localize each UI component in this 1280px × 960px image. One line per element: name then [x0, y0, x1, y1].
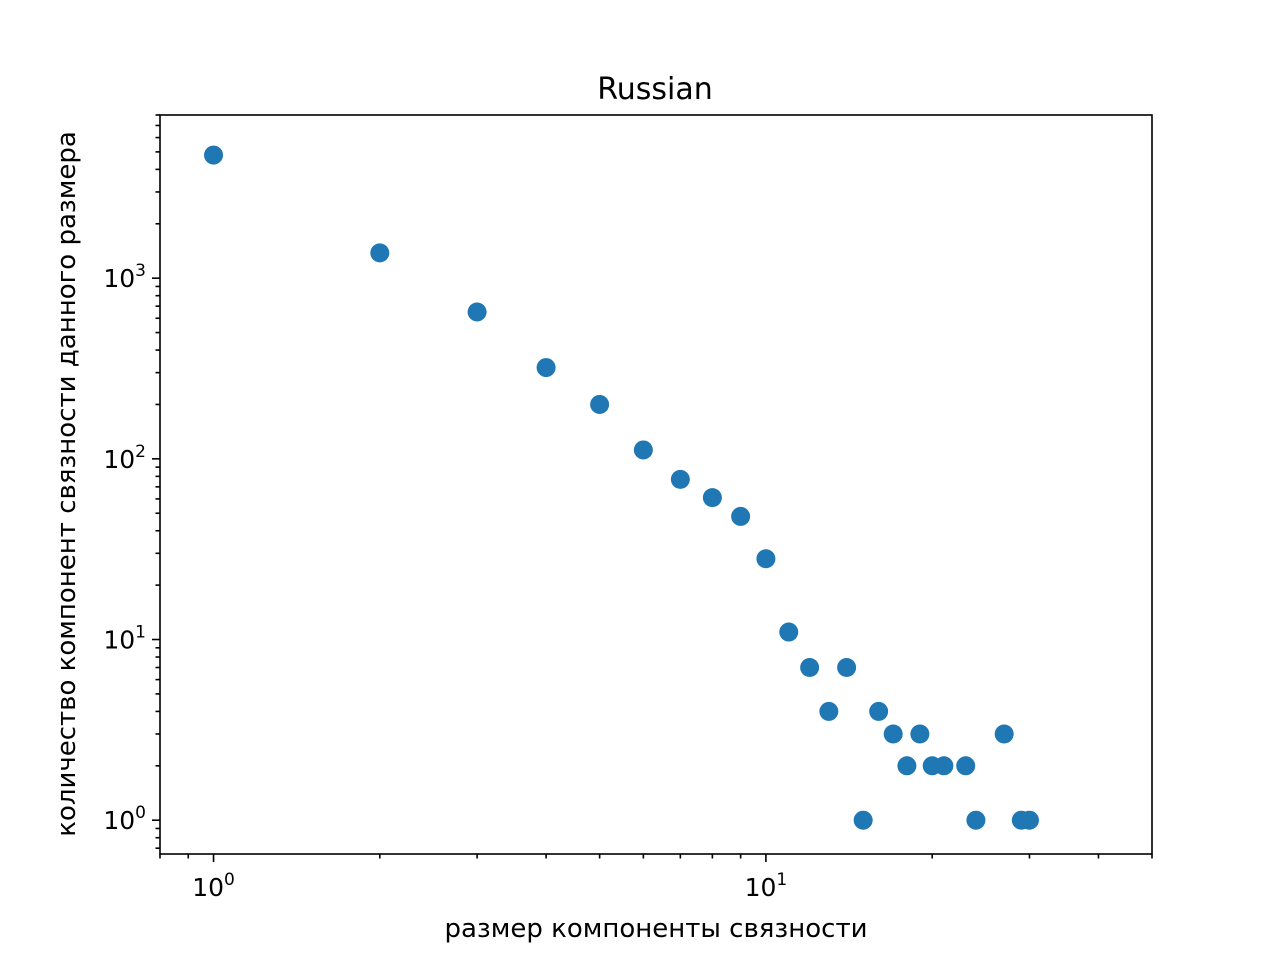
data-point	[966, 810, 986, 830]
data-point	[994, 724, 1014, 744]
y-tick-label: 102	[103, 442, 146, 474]
plot-area-frame	[159, 114, 1153, 855]
data-point	[956, 756, 976, 776]
data-point	[883, 724, 903, 744]
axis-ticks: 100 101 100 101 102 103	[103, 114, 1153, 902]
data-point	[897, 756, 917, 776]
x-tick-label: 100	[192, 870, 235, 902]
y-tick-label: 100	[103, 803, 146, 835]
data-point	[800, 658, 820, 678]
y-tick-label: 103	[103, 261, 146, 293]
data-point	[910, 724, 930, 744]
data-point	[837, 658, 857, 678]
data-point	[467, 302, 487, 322]
chart-title: Russian	[597, 72, 713, 107]
data-point	[853, 810, 873, 830]
data-point	[204, 145, 224, 165]
data-point	[934, 756, 954, 776]
data-point	[670, 469, 690, 489]
data-point	[779, 622, 799, 642]
y-tick-label: 101	[103, 623, 146, 655]
data-points	[204, 145, 1039, 830]
data-point	[633, 440, 653, 460]
data-point	[756, 549, 776, 569]
y-axis-label: количество компонент связности данного р…	[52, 131, 82, 837]
data-point	[869, 701, 889, 721]
data-point	[702, 488, 722, 508]
data-point	[819, 701, 839, 721]
data-point	[536, 358, 556, 378]
data-point	[590, 394, 610, 414]
data-point	[731, 506, 751, 526]
data-point	[370, 243, 390, 263]
data-point	[1019, 810, 1039, 830]
x-tick-label: 101	[745, 870, 788, 902]
x-axis-label: размер компоненты связности	[444, 914, 867, 944]
